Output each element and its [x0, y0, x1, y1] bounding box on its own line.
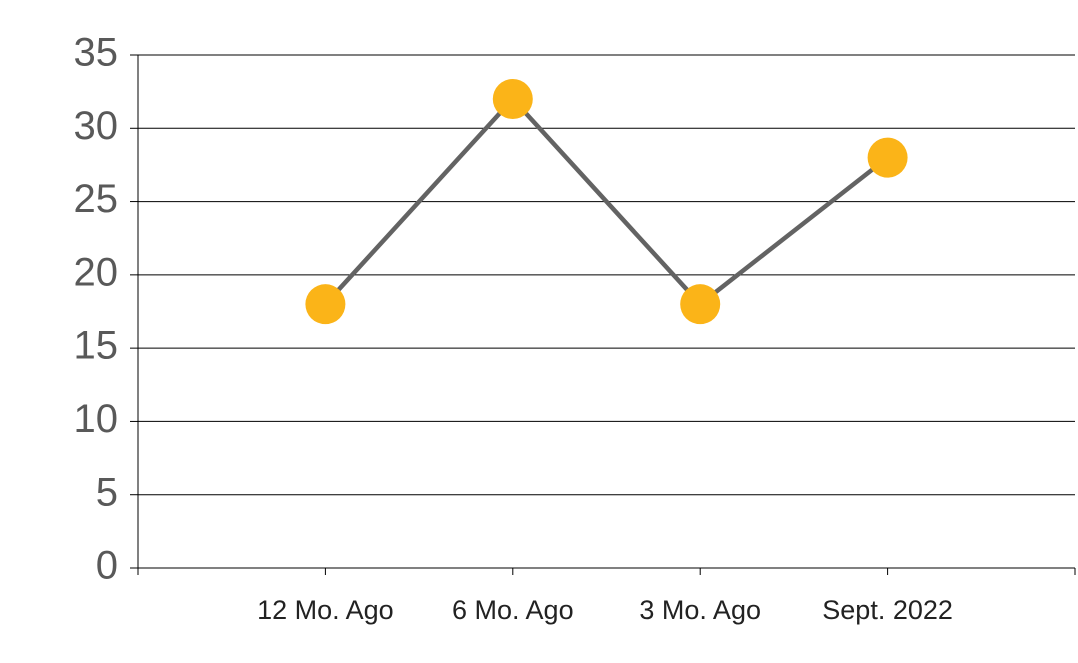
y-tick-label: 30	[74, 104, 119, 148]
y-tick-label: 5	[96, 470, 118, 514]
line	[323, 96, 889, 307]
x-tick-label: 6 Mo. Ago	[452, 595, 574, 625]
x-tick-label: Sept. 2022	[822, 595, 953, 625]
y-tick-label: 15	[74, 324, 119, 368]
y-tick-label: 25	[74, 177, 119, 221]
marker	[305, 284, 346, 325]
marker	[680, 284, 721, 325]
y-tick-label: 20	[74, 250, 119, 294]
y-tick-label: 10	[74, 397, 119, 441]
y-tick-label: 0	[96, 544, 118, 588]
y-tick-label: 35	[74, 31, 119, 75]
x-tick-label: 12 Mo. Ago	[257, 595, 394, 625]
marker	[492, 78, 533, 119]
x-tick-label: 3 Mo. Ago	[639, 595, 761, 625]
marker	[867, 137, 908, 178]
